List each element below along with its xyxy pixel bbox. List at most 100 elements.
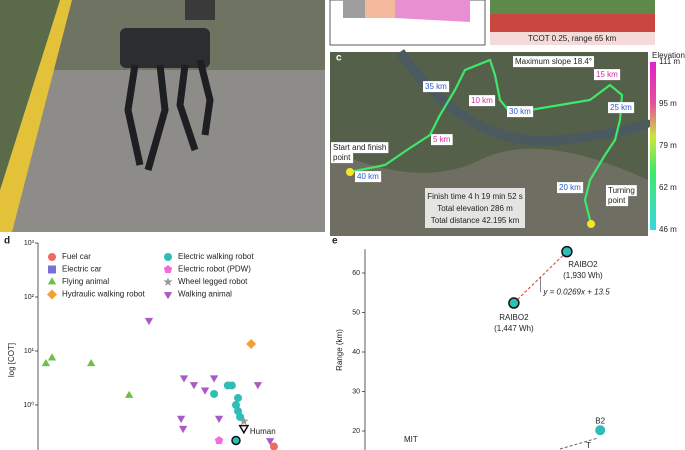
map-label: 10 km <box>471 96 493 105</box>
legend-label: Electric robot (PDW) <box>178 265 251 274</box>
y-tick-label: 30 <box>352 388 360 395</box>
legend-label: Hydraulic walking robot <box>62 290 145 299</box>
annotation: Human <box>250 427 276 436</box>
legend-label: Flying animal <box>62 277 109 286</box>
map-annotations: 111 m 95 m 79 m 62 m 46 m Maximum slope 18.4°… <box>331 56 680 234</box>
point <box>164 253 172 261</box>
colorbar <box>650 62 656 230</box>
point <box>561 245 573 258</box>
legend-label: Electric walking robot <box>178 252 254 261</box>
panel-label: e <box>332 236 338 247</box>
point <box>178 425 188 434</box>
y-axis-label: log [COT] <box>7 343 16 377</box>
map-label: 40 km <box>357 172 379 181</box>
label-box <box>594 69 621 81</box>
map-label: 15 km <box>596 70 618 79</box>
point <box>47 277 57 285</box>
y-tick-label: 10⁰ <box>23 401 34 409</box>
point <box>200 387 210 395</box>
label-box <box>606 195 629 207</box>
point <box>236 412 245 421</box>
point <box>231 401 240 409</box>
panel-label: c <box>336 53 342 64</box>
point <box>41 358 51 367</box>
point <box>269 442 278 450</box>
map-label: 5 km <box>433 135 451 144</box>
panel-b: TCOT 0.25, range 65 km <box>329 0 655 46</box>
point <box>48 265 56 274</box>
point-label: RAIBO2 <box>499 313 529 322</box>
b-caption: TCOT 0.25, range 65 km <box>528 34 617 43</box>
y-tick-label: 10¹ <box>24 348 35 355</box>
info-text: Total distance 42.195 km <box>431 216 520 225</box>
chart-d: d 10³ 10² 10¹ 10⁰ log [COT] Fuel car Electric c… <box>4 236 278 450</box>
caption-bg <box>490 32 655 45</box>
point-sublabel: (1,930 Wh) <box>563 271 603 280</box>
map-label: 30 km <box>509 107 531 116</box>
trend <box>559 437 599 450</box>
b-bar <box>343 0 365 18</box>
point <box>238 424 250 435</box>
colorbar-tick: 79 m <box>659 141 677 150</box>
colorbar-tick: 111 m <box>659 57 680 66</box>
map-label: point <box>608 196 626 205</box>
point <box>86 358 96 367</box>
info-text: Total elevation 286 m <box>437 204 513 213</box>
point <box>246 338 257 349</box>
point <box>214 436 224 445</box>
info-box <box>425 188 525 228</box>
point-sublabel: (1,447 Wh) <box>494 324 534 333</box>
point <box>189 382 199 390</box>
info-text: Finish time 4 h 19 min 52 s <box>427 192 523 201</box>
fit-label: y = 0.0269x + 13.5 <box>542 287 610 296</box>
track-field <box>490 0 655 14</box>
label-box <box>507 106 534 118</box>
point <box>210 389 219 398</box>
colorbar-tick: 62 m <box>659 183 677 192</box>
robot-body <box>120 28 210 68</box>
label-box <box>423 81 450 93</box>
label-box <box>431 134 453 146</box>
label-box <box>513 56 595 68</box>
point <box>124 390 134 398</box>
start-marker <box>346 168 354 176</box>
point-label: B2 <box>595 416 605 425</box>
y-tick-label: 60 <box>352 270 360 277</box>
point <box>176 415 186 423</box>
point <box>231 435 241 446</box>
y-tick-label: 10² <box>24 294 35 301</box>
map-label: Start and finish <box>333 143 386 152</box>
panel-label: d <box>4 236 10 247</box>
point-label: T <box>586 441 591 450</box>
y-tick-label: 10³ <box>24 240 35 247</box>
point <box>48 253 56 261</box>
point <box>265 438 275 446</box>
point <box>234 393 243 402</box>
y-tick-label: 20 <box>352 428 360 435</box>
point-label: RAIBO2 <box>568 260 598 269</box>
legend-label: Fuel car <box>62 252 91 261</box>
turn-marker <box>587 220 595 228</box>
map-label: 20 km <box>559 183 581 192</box>
label-box <box>608 102 635 114</box>
label-box <box>355 171 382 183</box>
point <box>209 375 219 383</box>
map-river <box>395 49 653 146</box>
point <box>163 277 173 286</box>
point <box>179 375 189 383</box>
point <box>253 382 263 390</box>
point <box>47 289 57 300</box>
colorbar-tick: 46 m <box>659 225 677 234</box>
point <box>508 297 520 309</box>
map-label: Maximum slope 18.4° <box>515 57 592 66</box>
label-box <box>557 182 584 194</box>
robot-legs <box>124 59 214 171</box>
point-label: MIT <box>404 435 418 444</box>
legend-label: Electric car <box>62 265 102 274</box>
label-box <box>331 152 354 164</box>
y-axis-label: Range (km) <box>335 329 344 371</box>
label-box <box>469 95 496 107</box>
b-bar <box>365 0 395 18</box>
point <box>239 416 249 426</box>
point <box>163 265 173 274</box>
